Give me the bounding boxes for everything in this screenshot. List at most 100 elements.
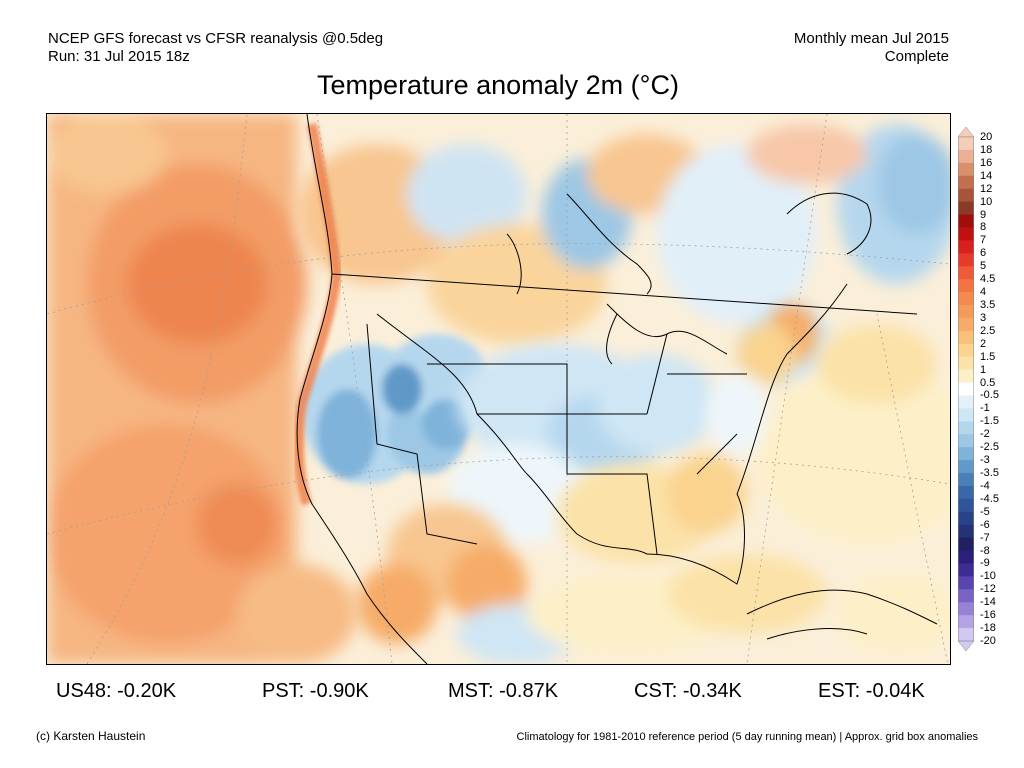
colorbar-cell: [958, 563, 974, 577]
colorbar-bottom-triangle: [958, 640, 974, 651]
stat-est: EST: -0.04K: [818, 680, 925, 702]
stat-cst: CST: -0.34K: [634, 680, 742, 702]
colorbar-cell: [958, 550, 974, 564]
colorbar-cell: [958, 279, 974, 293]
pacific-warm-anomaly: [47, 114, 357, 664]
header-left: NCEP GFS forecast vs CFSR reanalysis @0.…: [48, 30, 383, 66]
run-time: Run: 31 Jul 2015 18z: [48, 48, 190, 65]
colorbar-label: 5: [980, 260, 987, 273]
colorbar-label: 8: [980, 221, 987, 234]
colorbar-label: 1.5: [980, 350, 996, 363]
colorbar-label: 4: [980, 286, 987, 299]
regional-stats: US48: -0.20K PST: -0.90K MST: -0.87K CST…: [0, 680, 1024, 704]
map-field: [47, 114, 950, 664]
colorbar-label: -9: [980, 557, 990, 570]
colorbar-cell: [958, 395, 974, 409]
period-label: Monthly mean Jul 2015: [793, 30, 949, 47]
colorbar-cell: [958, 602, 974, 616]
colorbar-cell: [958, 292, 974, 306]
colorbar-label: 7: [980, 234, 987, 247]
colorbar-label: -16: [980, 609, 996, 622]
colorbar-label: 3.5: [980, 299, 996, 311]
colorbar-cell: [958, 524, 974, 539]
graticule: [47, 114, 950, 664]
colorbar-cell: [958, 214, 974, 228]
colorbar-label: 20: [980, 131, 993, 143]
map-title: Temperature anomaly 2m (°C): [317, 70, 679, 100]
colorbar-label: -6: [980, 518, 990, 531]
colorbar-label: 3: [980, 311, 987, 324]
colorbar-cell: [958, 434, 974, 448]
colorbar-cell: [958, 188, 974, 203]
stat-us48: US48: -0.20K: [56, 680, 177, 702]
colorbar-cell: [958, 227, 974, 241]
colorbar-cell: [958, 615, 974, 629]
colorbar-label: -3.5: [980, 467, 999, 479]
colorbar-cell: [958, 537, 974, 552]
colorbar-cell: [958, 511, 974, 526]
colorbar-label: 18: [980, 143, 993, 156]
colorbar-label: -20: [980, 635, 996, 647]
colorbar-cell: [958, 317, 974, 332]
colorbar-label: 9: [980, 208, 987, 221]
colorbar-cell: [958, 137, 974, 151]
colorbar-cell: [958, 421, 974, 435]
colorbar-cell: [958, 330, 974, 345]
us-southeast-anomaly: [557, 374, 767, 564]
colorbar-label: 14: [980, 169, 993, 182]
colorbar-cell: [958, 485, 974, 500]
atlantic-anomaly: [737, 304, 950, 544]
stat-mst: MST: -0.87K: [448, 680, 559, 702]
colorbar-label: -3: [980, 454, 990, 467]
stat-pst: PST: -0.90K: [262, 680, 369, 702]
colorbar-cell: [958, 498, 974, 513]
mexico-anomaly: [357, 504, 950, 664]
colorbar-label: 0.5: [980, 376, 996, 389]
colorbar-cell: [958, 356, 974, 371]
colorbar-label: -4: [980, 479, 990, 492]
colorbar-cell: [958, 460, 974, 474]
colorbar-label: -1: [980, 402, 990, 415]
climatology-note: Climatology for 1981-2010 reference peri…: [516, 731, 978, 743]
canada-anomaly: [297, 124, 950, 384]
colorbar-label: -0.5: [980, 389, 999, 402]
colorbar-label: -7: [980, 531, 990, 544]
colorbar-cell: [958, 266, 974, 280]
copyright: (c) Karsten Haustein: [36, 729, 146, 743]
colorbar-cell: [958, 408, 974, 422]
anomaly-map: [46, 113, 951, 665]
colorbar-label: 12: [980, 182, 993, 195]
colorbar-label: 2.5: [980, 324, 996, 337]
colorbar: [958, 127, 974, 651]
colorbar-top-triangle: [958, 127, 974, 138]
colorbar-cell: [958, 589, 974, 603]
colorbar-cell: [958, 382, 974, 396]
colorbar-cell: [958, 201, 974, 216]
colorbar-label: -2.5: [980, 441, 999, 454]
colorbar-cell: [958, 149, 974, 164]
colorbar-label: -14: [980, 596, 996, 609]
colorbar-cell: [958, 253, 974, 267]
colorbar-cell: [958, 305, 974, 319]
colorbar-cell: [958, 162, 974, 177]
colorbar-cell: [958, 576, 974, 590]
colorbar-label: -2: [980, 428, 990, 441]
colorbar-label: -18: [980, 622, 996, 635]
colorbar-label: 2: [980, 337, 987, 350]
completion-status: Complete: [884, 48, 949, 65]
colorbar-label: -5: [980, 505, 990, 518]
header-right: Monthly mean Jul 2015 Complete: [794, 30, 949, 66]
colorbar-cell: [958, 369, 974, 384]
colorbar-label: 10: [980, 195, 993, 208]
colorbar-label: -8: [980, 544, 990, 557]
colorbar-label: 4.5: [980, 273, 996, 286]
colorbar-label: -1.5: [980, 415, 999, 428]
colorbar-label: 1: [980, 363, 987, 376]
colorbar-label: -10: [980, 570, 996, 583]
colorbar-cell: [958, 175, 974, 190]
colorbar-label: 16: [980, 156, 993, 169]
coastlines: [296, 114, 938, 664]
model-description: NCEP GFS forecast vs CFSR reanalysis @0.…: [48, 30, 384, 47]
colorbar-label: -12: [980, 583, 996, 596]
colorbar-cell: [958, 240, 974, 254]
